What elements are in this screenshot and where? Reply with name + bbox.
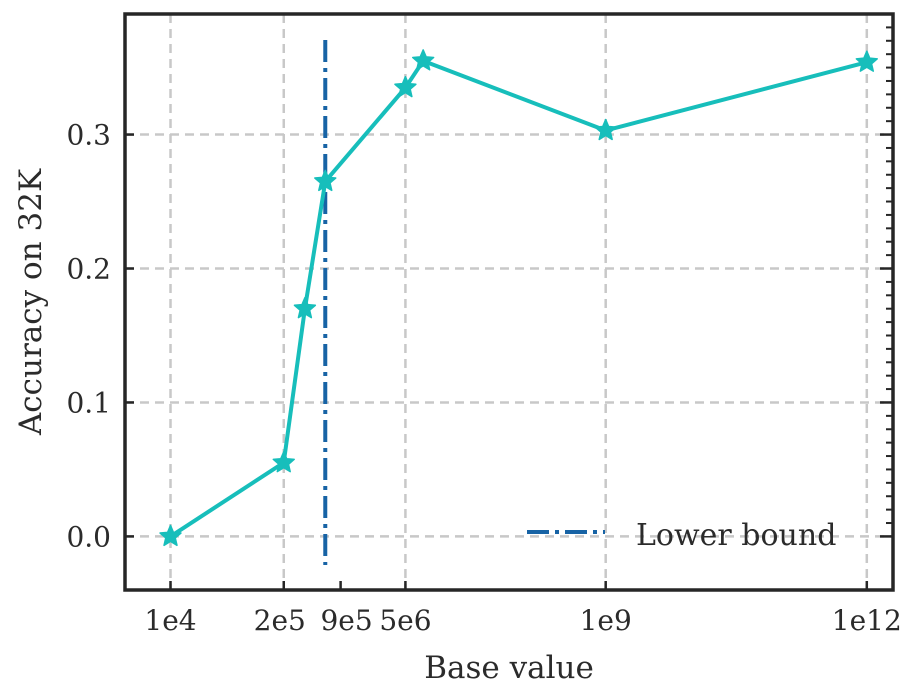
legend-label-lower-bound: Lower bound [636,518,836,553]
grid [125,14,893,590]
x-tick-label: 5e6 [379,604,431,637]
series-layer [159,49,879,547]
y-tick-labels: 0.0 0.1 0.2 0.3 [66,119,111,554]
data-point [394,75,417,98]
plot-frame [123,12,895,592]
x-tick-label: 9e5 [320,604,372,637]
data-point [293,296,317,319]
data-point [411,49,435,71]
y-tick-label: 0.2 [66,253,111,286]
data-point [314,169,337,192]
x-tick-labels: 1e4 2e5 9e5 5e6 1e9 1e12 [144,604,901,637]
data-point [855,50,879,72]
y-axis-label: Accuracy on 32K [13,168,49,436]
x-tick-label: 1e9 [580,604,632,637]
legend: Lower bound [527,518,836,553]
data-point [272,450,295,473]
y-tick-label: 0.1 [66,386,111,419]
x-tick-label: 1e4 [144,604,196,637]
y-tick-label: 0.3 [66,119,111,152]
x-tick-label: 2e5 [254,604,306,637]
x-tick-label: 1e12 [832,604,902,637]
data-point [594,118,617,141]
y-tick-label: 0.0 [66,520,111,553]
data-point [159,524,182,547]
tick-marks [125,26,893,590]
x-axis-label: Base value [424,650,594,686]
series-line [169,58,868,539]
